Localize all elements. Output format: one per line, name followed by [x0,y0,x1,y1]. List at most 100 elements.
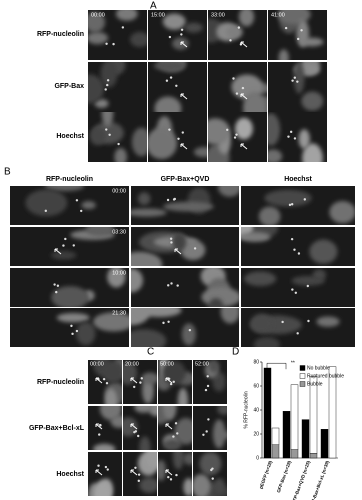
nucleolus [169,382,173,386]
nucleolus [294,291,298,295]
nucleolus [167,284,170,287]
micrograph [241,186,355,225]
cell [107,268,126,288]
nucleolus [176,284,179,287]
nucleolus [98,433,101,436]
nucleolus [176,432,179,435]
cell [85,227,115,237]
legend-label: Ruptured bubble [307,373,344,379]
nucleolus [167,475,170,479]
micrograph [241,268,355,307]
nucleolus [211,477,214,480]
annotation: ** [291,361,295,367]
nucleolus [72,244,75,247]
nucleolus [104,88,107,91]
micrograph [193,452,227,496]
bar [301,419,310,459]
cells [250,313,340,347]
micrograph [88,62,147,112]
nucleolus [71,332,74,336]
nucleolus [193,247,197,250]
cell [199,452,222,476]
cells [153,62,187,112]
cells [193,452,227,496]
nucleolus [56,284,60,287]
cell [139,477,157,494]
arrow [240,41,248,48]
bar [263,367,272,459]
micrograph [148,112,207,162]
cell [163,406,177,421]
cell [181,323,196,346]
cell [145,452,157,469]
row-label: RFP-nucleolin [37,31,84,38]
arrow [240,93,248,100]
micrograph [10,308,129,347]
micrograph [88,406,122,450]
cells [123,361,157,404]
nucleolus [306,284,310,288]
cells [56,312,129,346]
time-label: 52:00 [195,361,209,367]
cell [172,452,184,470]
cells [89,112,147,162]
cells [158,406,192,450]
cell [253,336,281,347]
cell [101,361,122,384]
y-axis-label: % RFP-nucleolin [243,391,249,428]
nucleolus [75,329,79,333]
cell [217,406,227,415]
cell [137,192,151,206]
micrograph [208,62,267,112]
cell [212,419,226,449]
micrograph [88,112,147,162]
cell [309,239,338,264]
cell [174,417,192,445]
micrograph [88,10,147,60]
cells [258,189,355,225]
cell [293,62,305,94]
legend-label: No bubble [307,365,330,371]
x-tick-label: GFP-Bax (n=28) [276,460,292,494]
nucleolus [137,479,140,483]
cell [93,480,112,496]
nucleolus [169,237,173,240]
cell [298,129,310,149]
nucleolus [206,384,210,388]
micrograph [131,308,239,347]
nucleolus [233,136,237,139]
cell [177,387,189,404]
cell [302,143,323,162]
cells [51,227,115,260]
nucleolus [211,467,214,470]
arrow [95,423,103,430]
cell [213,477,226,495]
x-tick-label: GFP-Bax+QVD (n=25) [291,460,312,500]
micrograph [158,452,192,496]
nucleolus [137,473,141,476]
cell [104,388,118,404]
cells [158,360,192,404]
cells [88,62,126,108]
cell [114,147,127,162]
nucleolus [291,79,294,82]
cell [172,37,189,50]
cell [243,91,266,112]
cell [296,19,310,48]
cell [93,312,129,332]
bar [309,453,318,459]
cell [316,316,340,327]
cell [51,250,77,260]
legend-swatch [299,365,306,371]
cell [208,298,224,307]
cell [258,206,281,225]
cells [162,13,203,50]
nucleolus [62,244,65,247]
nucleolus [117,142,120,146]
nucleolus [296,80,299,83]
arrow [95,469,103,476]
micrograph [10,186,129,225]
cell [182,452,192,465]
cell [172,232,187,251]
panel-label: A [150,1,157,12]
